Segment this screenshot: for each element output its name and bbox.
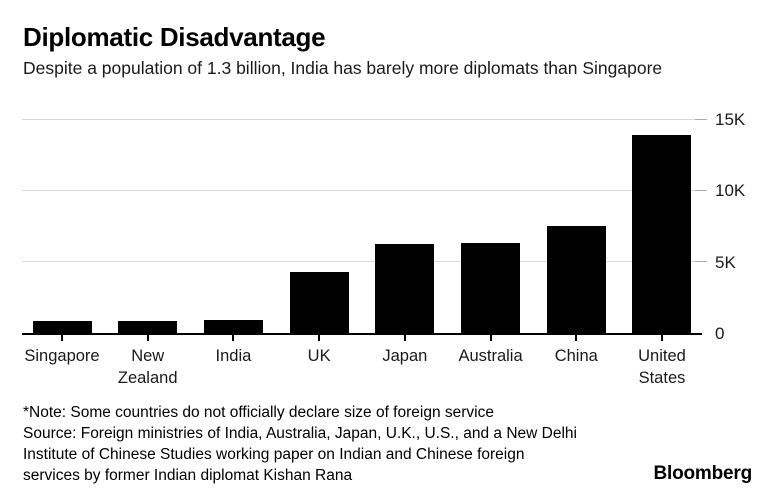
x-axis-label-united-states: United States bbox=[638, 347, 686, 387]
x-axis-label-india: India bbox=[215, 347, 252, 365]
chart-title: Diplomatic Disadvantage bbox=[23, 22, 326, 52]
x-axis-label-japan: Japan bbox=[382, 347, 428, 365]
y-axis-label-15k: 15K bbox=[715, 110, 746, 129]
plot-area: 0 5K 10K 15K bbox=[22, 110, 745, 343]
gridline-10k bbox=[22, 189, 707, 191]
bar-australia bbox=[461, 243, 521, 333]
x-axis-label-australia: Australia bbox=[458, 347, 523, 365]
bar-united-states bbox=[632, 134, 692, 333]
gridline-5k bbox=[22, 261, 707, 263]
bar-new-zealand bbox=[118, 320, 178, 333]
bar-singapore bbox=[32, 320, 92, 333]
footer: *Note: Some countries do not officially … bbox=[23, 402, 577, 486]
bar-japan bbox=[375, 243, 435, 333]
y-axis-label-5k: 5K bbox=[715, 252, 736, 272]
gridline-15k bbox=[22, 118, 707, 120]
bar-uk bbox=[289, 271, 349, 333]
bar-china bbox=[546, 226, 606, 333]
x-axis-label-new-zealand: New Zealand bbox=[117, 347, 178, 387]
x-axis-labels: Singapore New Zealand India UK Japan Australi… bbox=[22, 345, 702, 397]
bloomberg-logo: Bloomberg bbox=[653, 463, 753, 484]
x-axis-tick-china bbox=[575, 335, 578, 341]
x-axis-tick-india bbox=[232, 335, 235, 341]
x-axis-tick-new-zealand bbox=[146, 335, 149, 341]
y-axis-label-10k: 10K bbox=[715, 181, 746, 201]
x-axis-tick-united-states bbox=[660, 335, 663, 341]
bar-india bbox=[203, 320, 263, 333]
x-axis-label-singapore: Singapore bbox=[24, 347, 100, 365]
x-axis-tick-japan bbox=[403, 335, 406, 341]
footer-source-line-1: Source: Foreign ministries of India, Aus… bbox=[23, 425, 577, 442]
x-axis-tick-australia bbox=[489, 335, 492, 341]
footer-source-line-2: Institute of Chinese Studies working pap… bbox=[23, 446, 525, 463]
chart-subtitle: Despite a population of 1.3 billion, Ind… bbox=[23, 58, 663, 78]
footer-source-line-3: services by former Indian diplomat Kisha… bbox=[23, 467, 353, 484]
x-axis-label-uk: UK bbox=[307, 347, 331, 365]
y-axis-tick bbox=[695, 189, 707, 191]
footer-note: *Note: Some countries do not officially … bbox=[23, 404, 494, 421]
y-axis-tick bbox=[695, 118, 707, 120]
x-axis-tick-singapore bbox=[61, 335, 63, 341]
x-axis-tick-uk bbox=[318, 335, 321, 341]
y-axis-label-0: 0 bbox=[715, 324, 725, 343]
x-axis-label-china: China bbox=[554, 347, 598, 365]
y-axis-tick bbox=[695, 261, 707, 263]
